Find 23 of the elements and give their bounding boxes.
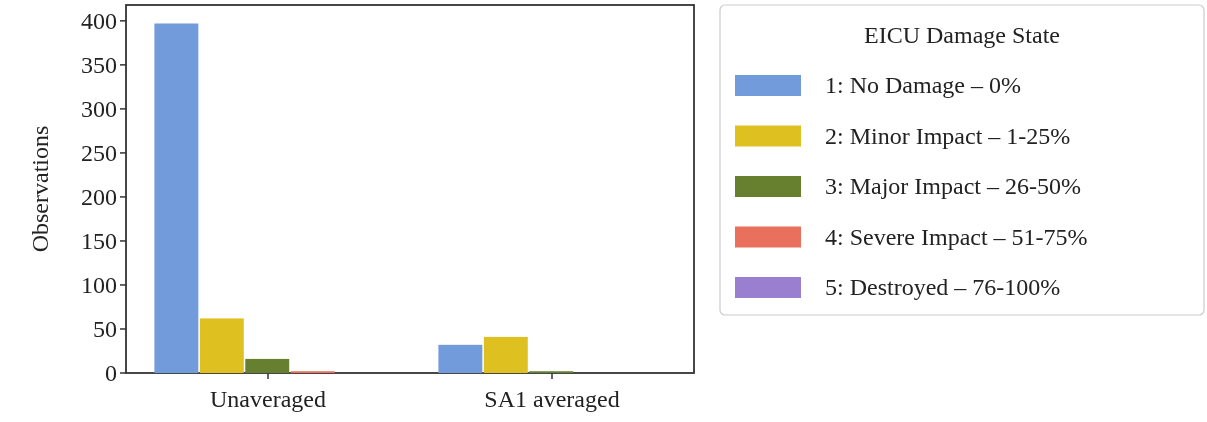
legend-title: EICU Damage State: [864, 22, 1060, 48]
bar: [483, 336, 528, 373]
y-tick-label: 400: [81, 8, 117, 35]
y-axis-title: Observations: [27, 125, 53, 253]
bar: [154, 23, 199, 373]
y-tick-label: 350: [81, 52, 117, 79]
legend-label: 5: Destroyed – 76-100%: [825, 274, 1061, 301]
y-tick-label: 150: [81, 228, 117, 255]
x-tick-label: SA1 averaged: [484, 386, 620, 412]
legend-label: 4: Severe Impact – 51-75%: [825, 223, 1088, 250]
bar: [199, 318, 244, 373]
legend-label: 3: Major Impact – 26-50%: [825, 173, 1081, 200]
y-tick-label: 50: [93, 316, 117, 343]
bar: [245, 358, 290, 373]
x-tick-label: Unaveraged: [210, 386, 326, 412]
y-tick-label: 0: [105, 360, 117, 387]
legend-label: 1: No Damage – 0%: [825, 72, 1021, 99]
y-tick-label: 300: [81, 96, 117, 123]
y-tick-label: 100: [81, 272, 117, 299]
y-tick-label: 250: [81, 140, 117, 167]
y-tick-label: 200: [81, 184, 117, 211]
legend-label: 2: Minor Impact – 1-25%: [825, 122, 1071, 149]
bar: [438, 344, 483, 373]
